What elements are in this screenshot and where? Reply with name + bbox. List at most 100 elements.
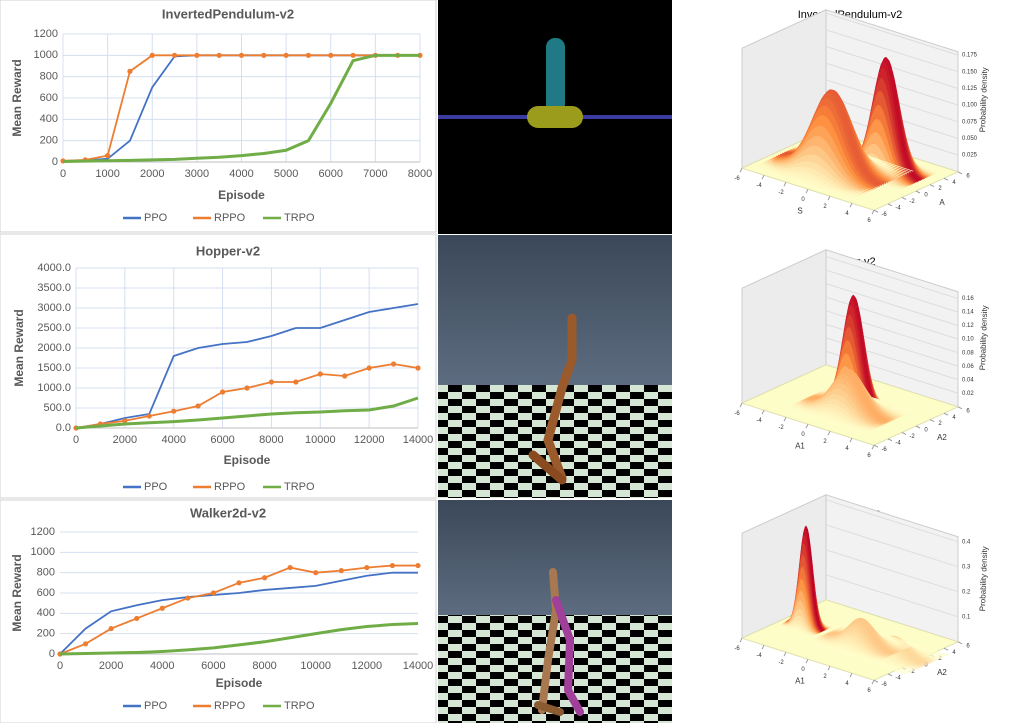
legend-label: TRPO (284, 212, 315, 224)
tick-mark (871, 209, 875, 215)
grid-line (825, 256, 959, 300)
y-axis-label: Mean Reward (12, 309, 26, 386)
x-axis-label: S (797, 206, 802, 215)
data-point (236, 580, 242, 586)
tick-mark (873, 209, 879, 213)
tick-mark (887, 673, 893, 677)
x-tick-label: 8000 (259, 434, 283, 446)
x-tick-label: 2000 (140, 168, 164, 180)
x-tick-label: -2 (778, 425, 784, 431)
tick-mark (849, 202, 853, 208)
surface-slice (783, 408, 864, 435)
z-tick-label: 0.100 (962, 103, 978, 109)
grid-line (825, 524, 959, 568)
render-hopper (438, 235, 672, 498)
x-tick-label: 6000 (210, 434, 234, 446)
legend-label: RPPO (214, 700, 246, 712)
data-point (350, 52, 356, 58)
tick-mark (739, 637, 743, 643)
grid-line (825, 283, 959, 327)
series-line (62, 53, 420, 163)
data-point (287, 564, 293, 571)
series-line (75, 396, 419, 430)
data-point (342, 373, 348, 379)
z-tick-label: 0.16 (962, 296, 974, 302)
data-point (244, 385, 250, 391)
tick-mark (827, 195, 831, 201)
y-tick-label: -2 (909, 434, 915, 440)
data-point (216, 52, 222, 58)
series-line (59, 622, 419, 656)
tick-mark (943, 412, 949, 416)
y-tick-label: 6 (966, 643, 970, 649)
x-tick-label: 10000 (305, 434, 336, 446)
y-tick-label: 2 (938, 656, 942, 662)
x-tick-label: -2 (778, 190, 784, 196)
surface-slice (750, 167, 851, 201)
x-tick-label: 2000 (99, 660, 123, 672)
y-tick-label: 2 (938, 421, 942, 427)
data-point (210, 590, 217, 596)
tick-mark (915, 190, 921, 194)
x-tick-label: 4 (845, 681, 849, 687)
x-tick-label: -6 (734, 646, 740, 652)
y-axis-label: A2 (937, 433, 947, 442)
surface-slice (806, 642, 874, 665)
surface-slice (778, 625, 813, 637)
grid-line (825, 549, 959, 593)
y-tick-label: 2500.0 (37, 322, 71, 334)
x-tick-label: 6 (867, 688, 871, 694)
tick-mark (783, 416, 787, 422)
y-tick-label: 2 (938, 186, 942, 192)
surface-slice (809, 640, 877, 663)
x-tick-label: 2000 (113, 434, 137, 446)
tick-mark (871, 444, 875, 450)
tick-mark (901, 196, 907, 200)
y-tick-label: 6 (966, 408, 970, 414)
tick-mark (761, 174, 765, 180)
y-tick-label: 1000 (34, 49, 58, 61)
x-tick-label: 4000 (229, 168, 253, 180)
data-point (171, 52, 178, 58)
y-tick-label: -4 (895, 205, 901, 211)
y-tick-label: -6 (881, 682, 887, 688)
tick-mark (873, 444, 879, 448)
data-point (313, 570, 319, 576)
z-tick-label: 0.175 (962, 53, 978, 59)
x-tick-label: 0 (801, 197, 805, 203)
z-tick-label: 0.075 (962, 119, 978, 125)
tick-mark (871, 679, 875, 685)
panel (0, 233, 437, 499)
tick-mark (805, 658, 809, 664)
data-point (122, 418, 128, 424)
data-point (415, 562, 421, 569)
y-tick-label: 4 (952, 415, 956, 421)
data-point (105, 153, 111, 159)
x-tick-label: 6000 (201, 660, 225, 672)
data-point (415, 365, 421, 371)
x-tick-label: 10000 (300, 660, 331, 672)
series-line (59, 571, 418, 655)
x-axis-label: Episode (224, 453, 271, 467)
surface-slice (785, 407, 865, 434)
y-tick-label: 0.0 (56, 422, 71, 434)
y-tick-label: 0 (924, 663, 928, 669)
y-tick-label: -6 (881, 447, 887, 453)
x-tick-label: 4 (845, 211, 849, 217)
x-tick-label: 0 (73, 434, 79, 446)
z-tick-label: 0.04 (962, 377, 974, 383)
x-tick-label: 0 (801, 667, 805, 673)
grid-line (825, 45, 959, 89)
y-tick-label: 400 (40, 113, 58, 125)
y-tick-label: 0 (52, 156, 58, 168)
z-tick-label: 0.050 (962, 136, 978, 142)
chart-title: Hopper-v2 (196, 243, 260, 258)
tick-mark (805, 188, 809, 194)
x-tick-label: 7000 (363, 168, 387, 180)
x-tick-label: 1000 (95, 168, 119, 180)
data-point (108, 625, 114, 632)
data-point (261, 52, 267, 58)
tick-mark (957, 171, 963, 175)
z-axis-label: Probability density (978, 546, 989, 611)
tick-mark (943, 177, 949, 181)
